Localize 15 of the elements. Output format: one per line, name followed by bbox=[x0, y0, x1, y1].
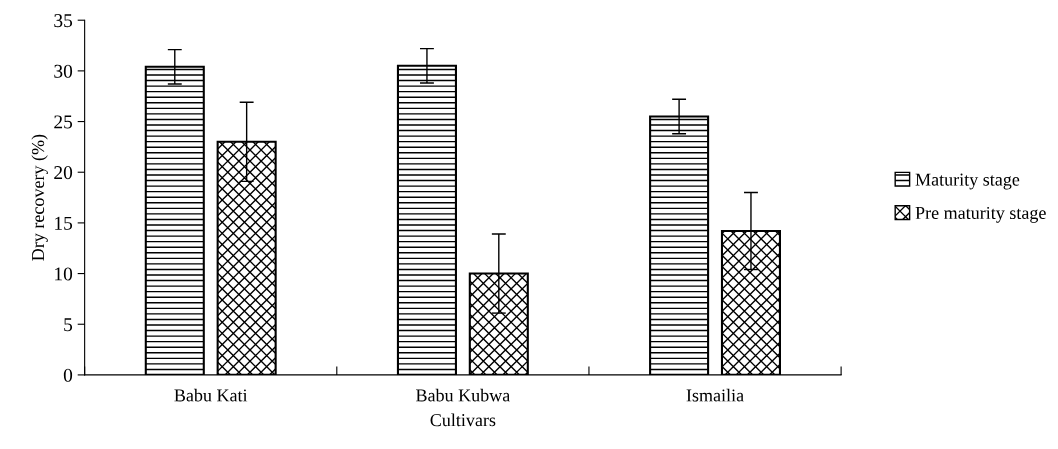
y-tick-label: 20 bbox=[54, 166, 73, 180]
x-tick-label: Ismailia bbox=[686, 388, 744, 402]
y-tick-label: 15 bbox=[55, 216, 73, 230]
legend-label: Maturity stage bbox=[915, 173, 1020, 190]
y-tick-label: 10 bbox=[55, 267, 73, 281]
legend-label: Pre maturity stage bbox=[915, 206, 1046, 223]
x-axis-title: Cultivars bbox=[430, 413, 496, 427]
y-axis-title: Dry recovery (%) bbox=[31, 134, 48, 261]
y-tick-label: 0 bbox=[63, 368, 73, 382]
y-tick-label: 5 bbox=[64, 318, 73, 332]
y-tick-label: 35 bbox=[54, 14, 73, 28]
y-tick-label: 25 bbox=[54, 115, 73, 129]
x-tick-label: Babu Kubwa bbox=[416, 388, 511, 402]
x-tick-label: Babu Kati bbox=[174, 388, 248, 402]
y-tick-label: 30 bbox=[54, 64, 73, 78]
